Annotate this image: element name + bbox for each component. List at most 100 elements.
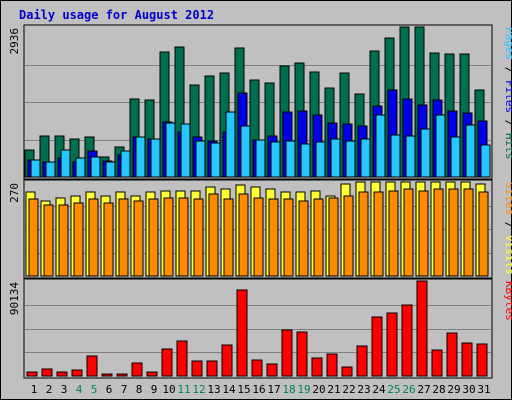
bar-sites-day-9 <box>148 198 159 277</box>
bar-sites-day-4 <box>73 202 84 277</box>
bar-pages-day-31 <box>480 144 491 178</box>
day-label-1: 1 <box>31 383 38 396</box>
y-max-label: 270 <box>8 183 21 203</box>
bar-pages-day-30 <box>465 124 476 178</box>
day-label-27: 27 <box>417 383 430 396</box>
bar-pages-day-13 <box>210 142 221 178</box>
bar-sites-day-24 <box>373 191 384 277</box>
bar-sites-day-10 <box>163 197 174 277</box>
bar-pages-day-22 <box>345 140 356 178</box>
y-max-label: 90134 <box>8 282 21 315</box>
bar-pages-day-10 <box>165 122 176 178</box>
bar-pages-day-20 <box>315 141 326 178</box>
bar-pages-day-23 <box>360 138 371 178</box>
bar-kbytes-day-4 <box>71 369 83 377</box>
bar-sites-day-2 <box>43 204 54 277</box>
day-label-26: 26 <box>402 383 415 396</box>
legend-part: Files <box>503 80 512 113</box>
bar-sites-day-16 <box>253 197 264 277</box>
bar-kbytes-day-25 <box>386 312 398 377</box>
legend-part: Visits <box>503 235 512 275</box>
bar-kbytes-day-6 <box>101 373 113 377</box>
bar-kbytes-day-1 <box>26 371 38 377</box>
bar-sites-day-15 <box>238 193 249 277</box>
series-legend-label: KBytes <box>503 281 512 321</box>
bar-sites-day-1 <box>28 198 39 277</box>
bar-kbytes-day-30 <box>461 342 473 377</box>
day-label-10: 10 <box>162 383 175 396</box>
panel-hits-files-pages: 2936 Pages / Files / Hits <box>8 24 512 180</box>
day-label-2: 2 <box>46 383 53 396</box>
bar-sites-day-22 <box>343 195 354 277</box>
bar-kbytes-day-23 <box>356 345 368 377</box>
bar-sites-day-25 <box>388 190 399 277</box>
bar-sites-day-19 <box>298 200 309 277</box>
day-label-6: 6 <box>106 383 113 396</box>
bar-kbytes-day-7 <box>116 373 128 377</box>
day-label-8: 8 <box>136 383 143 396</box>
bar-kbytes-day-2 <box>41 368 53 377</box>
bar-kbytes-day-13 <box>206 360 218 377</box>
bar-kbytes-day-26 <box>401 304 413 377</box>
bar-pages-day-19 <box>300 143 311 178</box>
day-label-13: 13 <box>207 383 220 396</box>
chart-panels: 2936 Pages / Files / Hits 270 Sites / Visit… <box>8 24 512 379</box>
bar-kbytes-day-17 <box>266 363 278 377</box>
day-label-25: 25 <box>387 383 400 396</box>
day-label-9: 9 <box>151 383 158 396</box>
bar-sites-day-6 <box>103 202 114 277</box>
day-label-7: 7 <box>121 383 128 396</box>
bar-pages-day-21 <box>330 138 341 178</box>
bar-kbytes-day-19 <box>296 331 308 377</box>
day-label-17: 17 <box>267 383 280 396</box>
bar-sites-day-28 <box>433 188 444 277</box>
bar-sites-day-5 <box>88 198 99 277</box>
bar-kbytes-day-24 <box>371 316 383 377</box>
legend-part: Hits <box>503 133 512 160</box>
bar-sites-day-30 <box>463 188 474 277</box>
panel-kbytes: 90134 KBytes <box>8 278 512 379</box>
bar-sites-day-20 <box>313 198 324 277</box>
chart-title: Daily usage for August 2012 <box>19 8 214 22</box>
day-label-12: 12 <box>192 383 205 396</box>
bar-pages-day-25 <box>390 134 401 178</box>
bar-pages-day-17 <box>270 141 281 178</box>
bar-kbytes-day-12 <box>191 360 203 377</box>
bar-kbytes-day-8 <box>131 362 143 377</box>
bar-pages-day-14 <box>225 111 236 178</box>
bar-kbytes-day-3 <box>56 371 68 377</box>
bar-pages-day-3 <box>60 149 71 178</box>
y-max-label: 2936 <box>8 28 21 55</box>
day-label-3: 3 <box>61 383 68 396</box>
bar-pages-day-15 <box>240 125 251 178</box>
day-label-22: 22 <box>342 383 355 396</box>
legend-part: / <box>503 215 512 235</box>
panel-visits-sites: 270 Sites / Visits <box>8 179 512 279</box>
bar-pages-day-16 <box>255 139 266 178</box>
bar-pages-day-2 <box>45 161 56 178</box>
day-label-20: 20 <box>312 383 325 396</box>
bar-pages-day-26 <box>405 135 416 178</box>
bar-sites-day-21 <box>328 197 339 277</box>
bar-sites-day-17 <box>268 198 279 277</box>
bar-kbytes-day-16 <box>251 359 263 377</box>
bar-pages-day-7 <box>120 150 131 178</box>
day-label-15: 15 <box>237 383 250 396</box>
day-label-29: 29 <box>447 383 460 396</box>
bar-kbytes-day-21 <box>326 353 338 377</box>
bar-pages-day-24 <box>375 114 386 178</box>
bar-sites-day-18 <box>283 198 294 277</box>
series-legend-label: Sites / Visits <box>503 182 512 275</box>
day-label-4: 4 <box>76 383 83 396</box>
bar-sites-day-29 <box>448 188 459 277</box>
day-label-16: 16 <box>252 383 265 396</box>
bar-pages-day-11 <box>180 123 191 178</box>
bar-sites-day-11 <box>178 197 189 277</box>
bar-kbytes-day-15 <box>236 289 248 377</box>
bar-sites-day-7 <box>118 198 129 277</box>
bar-kbytes-day-28 <box>431 349 443 377</box>
bar-sites-day-12 <box>193 198 204 277</box>
bar-sites-day-8 <box>133 200 144 277</box>
bar-sites-day-13 <box>208 193 219 277</box>
